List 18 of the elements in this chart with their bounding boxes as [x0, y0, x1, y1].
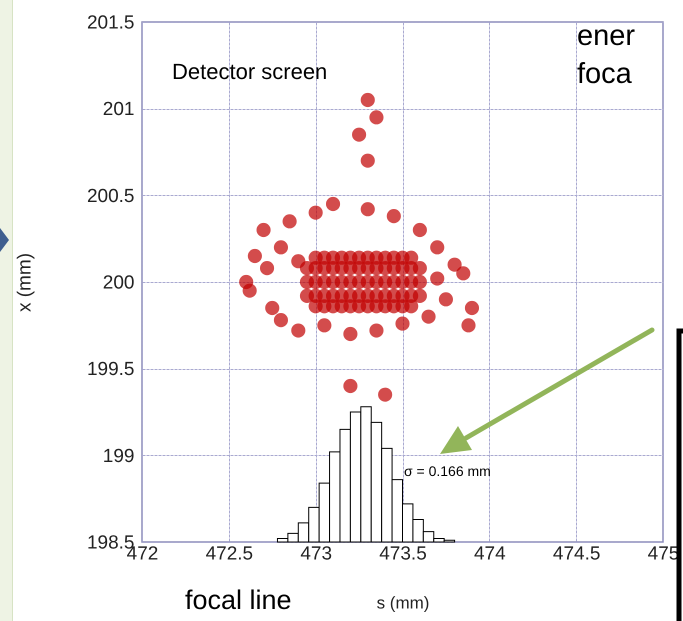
x-tick-label: 473.5	[379, 544, 427, 564]
text: focal line	[185, 585, 292, 616]
x-tick-label: 474.5	[552, 544, 600, 564]
x-tick-label: 474	[474, 544, 506, 564]
annotation: ener	[577, 20, 636, 53]
annotation: σ = 0.166 mm	[404, 463, 491, 479]
x-tick-label: 473	[300, 544, 332, 564]
y-tick-label: 201	[102, 99, 134, 120]
y-tick-label: 200.5	[86, 186, 134, 207]
annotation: Detector screen	[172, 59, 328, 84]
x-axis-title: s (mm)	[376, 594, 430, 612]
y-tick-label: 200	[102, 272, 134, 294]
y-tick-label: 199.5	[86, 359, 134, 380]
x-tick-label: 472.5	[206, 544, 254, 564]
y-tick-label: 199	[102, 446, 134, 467]
y-axis-title: x (mm)	[14, 252, 36, 312]
y-tick-label: 201.5	[86, 12, 134, 34]
annotation: foca	[577, 58, 632, 91]
